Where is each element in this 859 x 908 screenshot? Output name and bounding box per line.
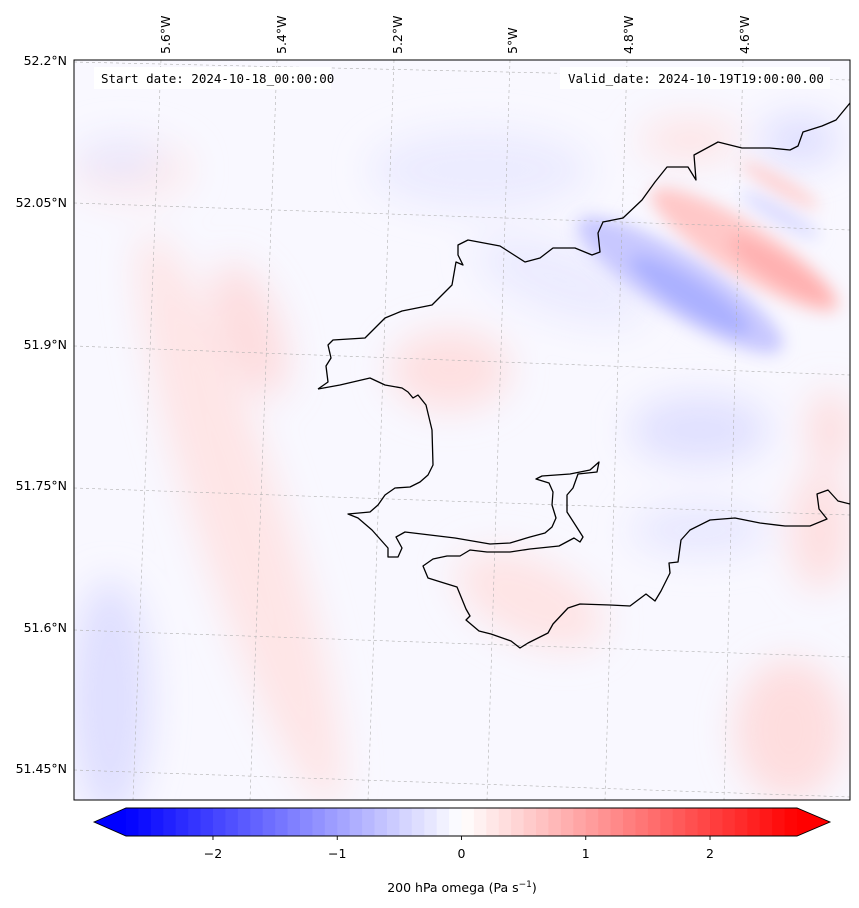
colorbar-segment [647, 808, 661, 836]
colorbar-segment [287, 808, 301, 836]
colorbar-segment [660, 808, 674, 836]
colorbar-segment [772, 808, 786, 836]
colorbar-segment [175, 808, 189, 836]
longitude-labels: 5.6°W 5.4°W 5.2°W 5°W 4.8°W 4.6°W [158, 16, 752, 55]
lat-label: 51.6°N [24, 620, 67, 635]
colorbar: −2 −1 0 1 2 200 hPa omega (Pa s−1) [92, 807, 832, 895]
colorbar-tick-label: 1 [582, 846, 590, 861]
colorbar-segment [324, 808, 338, 836]
colorbar-label: 200 hPa omega (Pa s−1) [387, 880, 537, 895]
colorbar-segment [349, 808, 363, 836]
lon-label: 4.8°W [621, 16, 636, 55]
valid-date-box [560, 67, 830, 89]
colorbar-segment [250, 808, 264, 836]
colorbar-segment [697, 808, 711, 836]
colorbar-segment [573, 808, 587, 836]
start-date-box [94, 67, 331, 89]
colorbar-segment [299, 808, 313, 836]
colorbar-max-extension [797, 808, 830, 836]
lon-label: 5.2°W [390, 16, 405, 55]
colorbar-segment [784, 808, 798, 836]
colorbar-segment [498, 808, 512, 836]
omega-strong-cells [576, 161, 840, 354]
colorbar-segment [163, 808, 177, 836]
colorbar-segment [262, 808, 276, 836]
colorbar-segment [548, 808, 562, 836]
colorbar-segment [188, 808, 202, 836]
colorbar-segment [449, 808, 463, 836]
colorbar-segment [312, 808, 326, 836]
colorbar-segment [560, 808, 574, 836]
lat-label: 51.45°N [16, 761, 67, 776]
colorbar-segment [598, 808, 612, 836]
colorbar-segment [150, 808, 164, 836]
colorbar-segment [225, 808, 239, 836]
colorbar-segments [126, 808, 798, 836]
colorbar-segment [126, 808, 140, 836]
start-date-text: Start date: 2024-10-18_00:00:00 [101, 71, 334, 86]
colorbar-segment [635, 808, 649, 836]
colorbar-segment [374, 808, 388, 836]
lon-label: 5.4°W [274, 16, 289, 55]
colorbar-segment [200, 808, 214, 836]
colorbar-segment [436, 808, 450, 836]
colorbar-segment [337, 808, 351, 836]
lat-label: 52.2°N [24, 53, 67, 68]
lat-label: 51.75°N [16, 478, 67, 493]
colorbar-tick-label: −2 [204, 846, 222, 861]
colorbar-segment [237, 808, 251, 836]
colorbar-segment [424, 808, 438, 836]
colorbar-tick-label: 2 [706, 846, 714, 861]
colorbar-segment [473, 808, 487, 836]
colorbar-segment [461, 808, 475, 836]
colorbar-min-extension [94, 808, 126, 836]
colorbar-segment [623, 808, 637, 836]
lat-label: 52.05°N [16, 195, 67, 210]
colorbar-segment [362, 808, 376, 836]
valid-date-text: Valid_date: 2024-10-19T19:00:00.00 [568, 71, 824, 86]
colorbar-segment [722, 808, 736, 836]
colorbar-segment [759, 808, 773, 836]
colorbar-segment [610, 808, 624, 836]
latitude-labels: 52.2°N 52.05°N 51.9°N 51.75°N 51.6°N 51.… [16, 53, 67, 776]
colorbar-segment [138, 808, 152, 836]
colorbar-outline [92, 807, 832, 837]
colorbar-segment [275, 808, 289, 836]
colorbar-segment [734, 808, 748, 836]
colorbar-segment [536, 808, 550, 836]
colorbar-segment [685, 808, 699, 836]
lon-label: 4.6°W [737, 16, 752, 55]
colorbar-segment [212, 808, 227, 836]
map-frame [73, 59, 851, 801]
colorbar-tick-label: 0 [458, 846, 466, 861]
colorbar-segment [585, 808, 599, 836]
colorbar-segment [523, 808, 537, 836]
colorbar-segment [399, 808, 413, 836]
lon-label: 5°W [505, 27, 520, 54]
coastline [317, 102, 850, 649]
date-header: Start date: 2024-10-18_00:00:00 Valid_da… [94, 67, 830, 89]
colorbar-segment [511, 808, 525, 836]
lat-label: 51.9°N [24, 337, 67, 352]
colorbar-segment [386, 808, 400, 836]
omega-field [74, 115, 850, 800]
lon-label: 5.6°W [158, 16, 173, 55]
colorbar-segment [672, 808, 686, 836]
colorbar-ticks: −2 −1 0 1 2 [204, 836, 714, 861]
map-area [74, 60, 850, 800]
colorbar-tick-label: −1 [328, 846, 346, 861]
colorbar-segment [486, 808, 500, 836]
colorbar-segment [710, 808, 724, 836]
colorbar-segment [411, 808, 425, 836]
colorbar-segment [747, 808, 761, 836]
